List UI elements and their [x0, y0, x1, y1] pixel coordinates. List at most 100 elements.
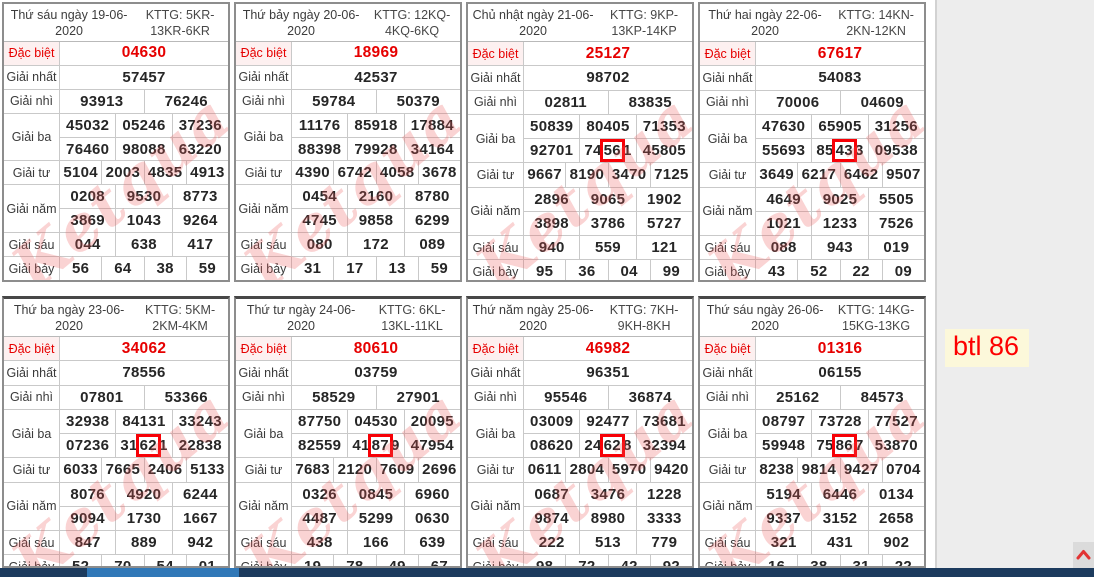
prize-value: 16: [767, 558, 786, 568]
prize-value-cell: 79928: [348, 137, 404, 161]
prize-value: 9814: [801, 461, 837, 479]
result-table: Thứ bảy ngày 20-06-2020 KTTG: 12KQ-4KQ-6K…: [234, 2, 462, 282]
prize-label: Giải nhì: [700, 90, 755, 114]
prize-label: Đặc biệt: [700, 42, 755, 66]
special-prize-value: 18969: [353, 44, 399, 62]
prize-value-cell: 4920: [116, 482, 172, 506]
prize-value-cell: 04630: [60, 42, 228, 65]
prize-value: 088: [770, 239, 797, 257]
prize-value: 47954: [410, 437, 454, 455]
prize-value-cell: 9530: [116, 185, 172, 209]
prize-value: 7609: [379, 461, 415, 479]
prize-value: 98: [535, 558, 554, 568]
prize-value: 6446: [822, 485, 858, 503]
back-to-top-button[interactable]: [1073, 542, 1094, 568]
prize-value: 0611: [527, 461, 562, 479]
prize-value-cell: 6960: [404, 482, 460, 506]
prize-value: 43: [767, 263, 786, 281]
prize-value: 59: [430, 260, 449, 278]
prize-value-cell: 53366: [144, 385, 228, 409]
prize-value-cell: 09538: [868, 139, 924, 163]
prize-value-cell: 04: [608, 260, 650, 280]
prize-value-cell: 98702: [524, 66, 692, 90]
prize-value: 59784: [312, 92, 356, 110]
prize-value-cell: 11176: [292, 113, 348, 137]
prize-label: Giải nhất: [236, 361, 291, 385]
prize-value: 8780: [415, 188, 450, 206]
prize-value: 3898: [534, 214, 569, 232]
prize-value: 85 43 3: [816, 139, 863, 163]
prize-value: 83835: [628, 93, 672, 111]
prize-value-cell: 76460: [60, 137, 116, 161]
prize-value: 779: [651, 534, 678, 552]
prize-value: 17884: [410, 116, 454, 134]
prize-value-cell: 5970: [608, 458, 650, 482]
prize-value: 31256: [874, 117, 918, 135]
prize-value: 6960: [415, 485, 450, 503]
prize-value-cell: 06155: [756, 361, 924, 385]
prize-value: 438: [306, 534, 333, 552]
prize-label: Giải nhì: [700, 385, 755, 409]
prize-value: 0208: [70, 188, 105, 206]
prize-value: 08797: [762, 412, 806, 430]
horizontal-scrollbar-track[interactable]: [0, 568, 1094, 577]
prize-value-cell: 5194: [756, 482, 812, 506]
prize-label: Giải tư: [236, 161, 291, 185]
prize-value-cell: 8780: [404, 185, 460, 209]
prize-value: 4745: [302, 212, 337, 230]
prize-value-cell: 7609: [376, 458, 418, 482]
horizontal-scrollbar-thumb[interactable]: [87, 568, 239, 577]
prize-label: Giải tư: [4, 458, 59, 482]
prize-value-cell: 02811: [524, 90, 608, 114]
prize-value-cell: 42: [608, 555, 650, 566]
prize-value-cell: 83835: [608, 90, 692, 114]
prize-value: 31: [852, 558, 870, 568]
prize-value-cell: 5505: [868, 187, 924, 211]
prize-value-cell: 99: [650, 260, 692, 280]
digit-highlight-box: 62: [135, 434, 161, 458]
draw-date: Thứ ba ngày 23-06-2020: [13, 302, 125, 333]
prize-value: 9420: [654, 461, 689, 479]
prize-value: 45805: [642, 142, 686, 160]
prize-label: Giải tư: [468, 458, 523, 482]
prize-value: 75 86 7: [816, 434, 863, 458]
prize-label: Đặc biệt: [700, 337, 755, 361]
prize-value: 6742: [337, 164, 373, 182]
prize-value-cell: 0454: [292, 185, 348, 209]
prize-value: 33243: [178, 412, 222, 430]
prize-value-cell: 1228: [636, 482, 692, 506]
prize-value-cell: 6244: [172, 482, 228, 506]
prize-value-cell: 559: [580, 236, 636, 260]
prize-value: 0845: [358, 485, 394, 503]
prize-value: 5299: [358, 509, 394, 527]
prize-value-cell: 31 62 1: [116, 434, 172, 458]
prize-value-cell: 0134: [868, 482, 924, 506]
prize-label: Giải năm: [700, 187, 755, 235]
prize-value-cell: 75 86 7: [812, 434, 868, 458]
prize-value-cell: 4390: [292, 161, 334, 185]
prize-value-cell: 80405: [580, 114, 636, 138]
prize-value-cell: 74 56 1: [580, 139, 636, 163]
prize-value: 0134: [879, 485, 914, 503]
prize-value-cell: 73728: [812, 409, 868, 433]
prize-value-cell: 2160: [348, 185, 404, 209]
prize-value: 6244: [183, 485, 218, 503]
prize-value: 166: [363, 534, 389, 552]
prize-value-cell: 78556: [60, 361, 228, 385]
prize-value-cell: 22: [840, 260, 882, 281]
prize-value-cell: 7665: [102, 458, 144, 482]
prize-value: 93913: [80, 92, 124, 110]
prize-value-cell: 6033: [60, 458, 102, 482]
prize-value: 76246: [164, 92, 208, 110]
prize-value-cell: 431: [812, 531, 868, 555]
prize-value-cell: 2406: [144, 458, 186, 482]
prize-value-cell: 9814: [798, 458, 840, 482]
prize-label: Giải sáu: [468, 236, 523, 260]
prize-value-cell: 67617: [756, 42, 924, 66]
prize-value-cell: 089: [404, 233, 460, 257]
prize-value: 22: [852, 263, 870, 281]
prize-value: 24 62 8: [584, 434, 631, 458]
prize-value: 53870: [874, 437, 918, 455]
draw-date: Thứ hai ngày 22-06-2020: [708, 7, 822, 38]
